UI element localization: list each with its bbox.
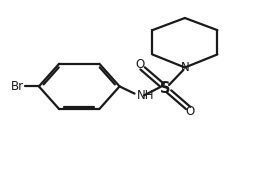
Text: O: O xyxy=(136,58,145,71)
Text: Br: Br xyxy=(11,80,24,93)
Text: N: N xyxy=(180,61,189,74)
Text: O: O xyxy=(186,105,195,118)
Text: S: S xyxy=(160,81,171,96)
Text: NH: NH xyxy=(137,89,154,102)
